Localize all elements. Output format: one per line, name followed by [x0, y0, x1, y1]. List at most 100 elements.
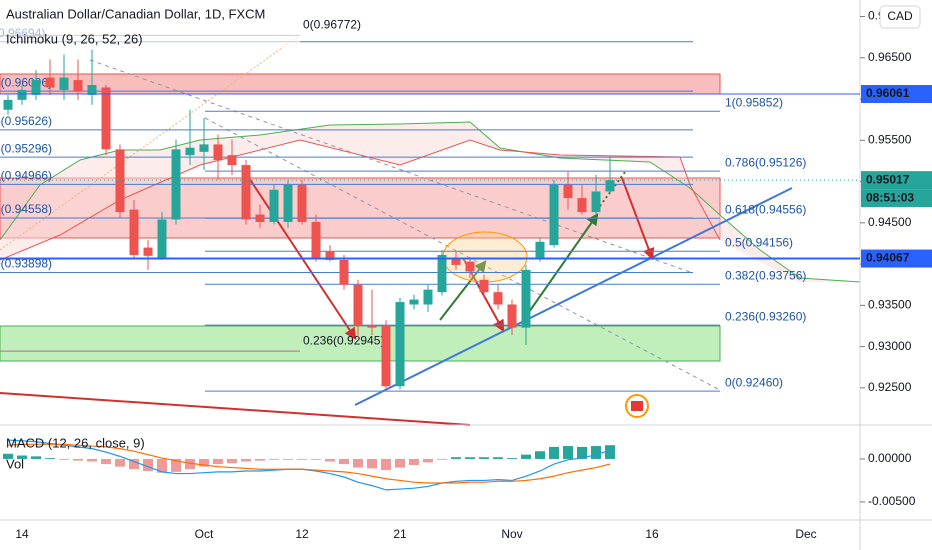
candle-body: [381, 325, 391, 387]
macd-histogram-bar: [535, 451, 545, 459]
macd-histogram-bar: [31, 456, 41, 459]
macd-histogram-bar: [605, 445, 615, 459]
currency-label: CAD: [887, 9, 913, 23]
fib-label: 0(0.93898): [0, 257, 52, 271]
macd-histogram-bar: [129, 458, 139, 470]
x-tick-label: Oct: [195, 527, 214, 541]
candle-body: [241, 165, 251, 220]
fib-label: 5(0.94558): [0, 202, 52, 216]
candle-body: [213, 144, 223, 161]
support-zone: [0, 325, 721, 362]
candle-body: [101, 87, 111, 150]
plot: 0.970000.965000.960000.955000.950000.945…: [0, 9, 932, 541]
ichimoku-span-b: [0, 139, 721, 261]
vol-label: Vol: [6, 456, 24, 471]
candle-body: [31, 80, 41, 95]
fib-label: 5(0.96096): [0, 75, 52, 89]
candle-body: [409, 299, 419, 305]
candle-body: [367, 325, 377, 328]
candle-body: [185, 147, 195, 156]
countdown: 08:51:03: [866, 190, 914, 204]
macd-histogram-bar: [17, 455, 27, 459]
y-tick-label: 0.00000: [868, 451, 912, 465]
signal-line: [7, 443, 611, 484]
fib-label: 0.382(0.93756): [725, 268, 806, 282]
candle-body: [311, 221, 321, 258]
macd-histogram-bar: [577, 446, 587, 459]
candle-body: [395, 302, 405, 387]
macd-histogram-bar: [185, 458, 195, 470]
x-tick-label: 14: [15, 527, 29, 541]
macd-histogram-bar: [339, 458, 349, 465]
x-tick-label: 16: [645, 527, 659, 541]
y-tick-label: 0.95500: [868, 132, 912, 146]
macd-histogram-bar: [213, 458, 223, 465]
candle-body: [199, 144, 209, 152]
macd-histogram-bar: [493, 457, 503, 459]
fib-label: 0.236(0.92945): [303, 333, 384, 347]
countdown-bg: [861, 189, 932, 208]
macd-histogram-bar: [87, 458, 97, 462]
fib-label: 5(0.95626): [0, 114, 52, 128]
macd-histogram-bar: [409, 458, 419, 465]
macd-histogram-bar: [297, 458, 307, 460]
candle-body: [535, 241, 545, 258]
macd-histogram-bar: [563, 446, 573, 459]
macd-histogram-bar: [255, 458, 265, 461]
legend-bg: [0, 2, 300, 48]
candle-body: [339, 259, 349, 285]
macd-histogram-bar: [311, 458, 321, 460]
candle-body: [493, 292, 503, 305]
macd-histogram-bar: [269, 458, 279, 460]
candle-body: [157, 219, 167, 258]
fib-label: 0.618(0.94556): [725, 202, 806, 216]
fib-label: 1(0.95852): [725, 95, 783, 109]
fib-label: 0.786(0.95126): [725, 155, 806, 169]
candle-body: [521, 269, 531, 328]
trend-line: [0, 392, 471, 426]
fib-label: 0.5(0.94156): [725, 235, 793, 249]
x-tick-label: 12: [295, 527, 309, 541]
candle-body: [549, 184, 559, 246]
macd-histogram-bar: [59, 458, 69, 460]
arrow: [439, 260, 487, 321]
y-tick-label: 0.94500: [868, 215, 912, 229]
candle-body: [227, 155, 237, 166]
currency-button[interactable]: [879, 5, 921, 29]
candle-body: [591, 191, 601, 213]
macd-histogram-bar: [507, 458, 517, 459]
macd-histogram-bar: [143, 458, 153, 471]
macd-histogram-bar: [227, 458, 237, 464]
x-tick-label: Dec: [795, 527, 816, 541]
macd-histogram-bar: [115, 458, 125, 467]
candle-body: [3, 99, 13, 110]
price-tag: [861, 249, 932, 268]
candle-body: [437, 255, 447, 293]
candle-body: [465, 261, 475, 272]
candle-body: [143, 247, 153, 256]
flag: [631, 401, 643, 411]
y-tick-label: 0.92500: [868, 380, 912, 394]
chart-title: Australian Dollar/Canadian Dollar, 1D, F…: [6, 6, 265, 21]
trend-line: [354, 187, 793, 406]
macd-histogram-bar: [591, 446, 601, 459]
price-tag-label: 0.96061: [866, 86, 910, 100]
candle-body: [605, 180, 615, 192]
candle-body: [283, 184, 293, 222]
candle-body: [479, 279, 489, 293]
fib-label: 5(0.95296): [0, 141, 52, 155]
candle-body: [73, 80, 83, 92]
macd-histogram-bar: [45, 458, 55, 459]
candle-body: [269, 189, 279, 222]
y-tick-label: 0.93500: [868, 298, 912, 312]
macd-histogram-bar: [101, 458, 111, 465]
macd-histogram-bar: [437, 458, 447, 460]
fib-label: 0(0.96772): [303, 17, 361, 31]
candle-body: [563, 184, 573, 199]
candle-body: [325, 251, 335, 260]
macd-histogram-bar: [283, 458, 293, 460]
macd-histogram-bar: [423, 458, 433, 463]
candle-body: [115, 149, 125, 213]
y-tick-label: -0.00500: [868, 494, 916, 508]
